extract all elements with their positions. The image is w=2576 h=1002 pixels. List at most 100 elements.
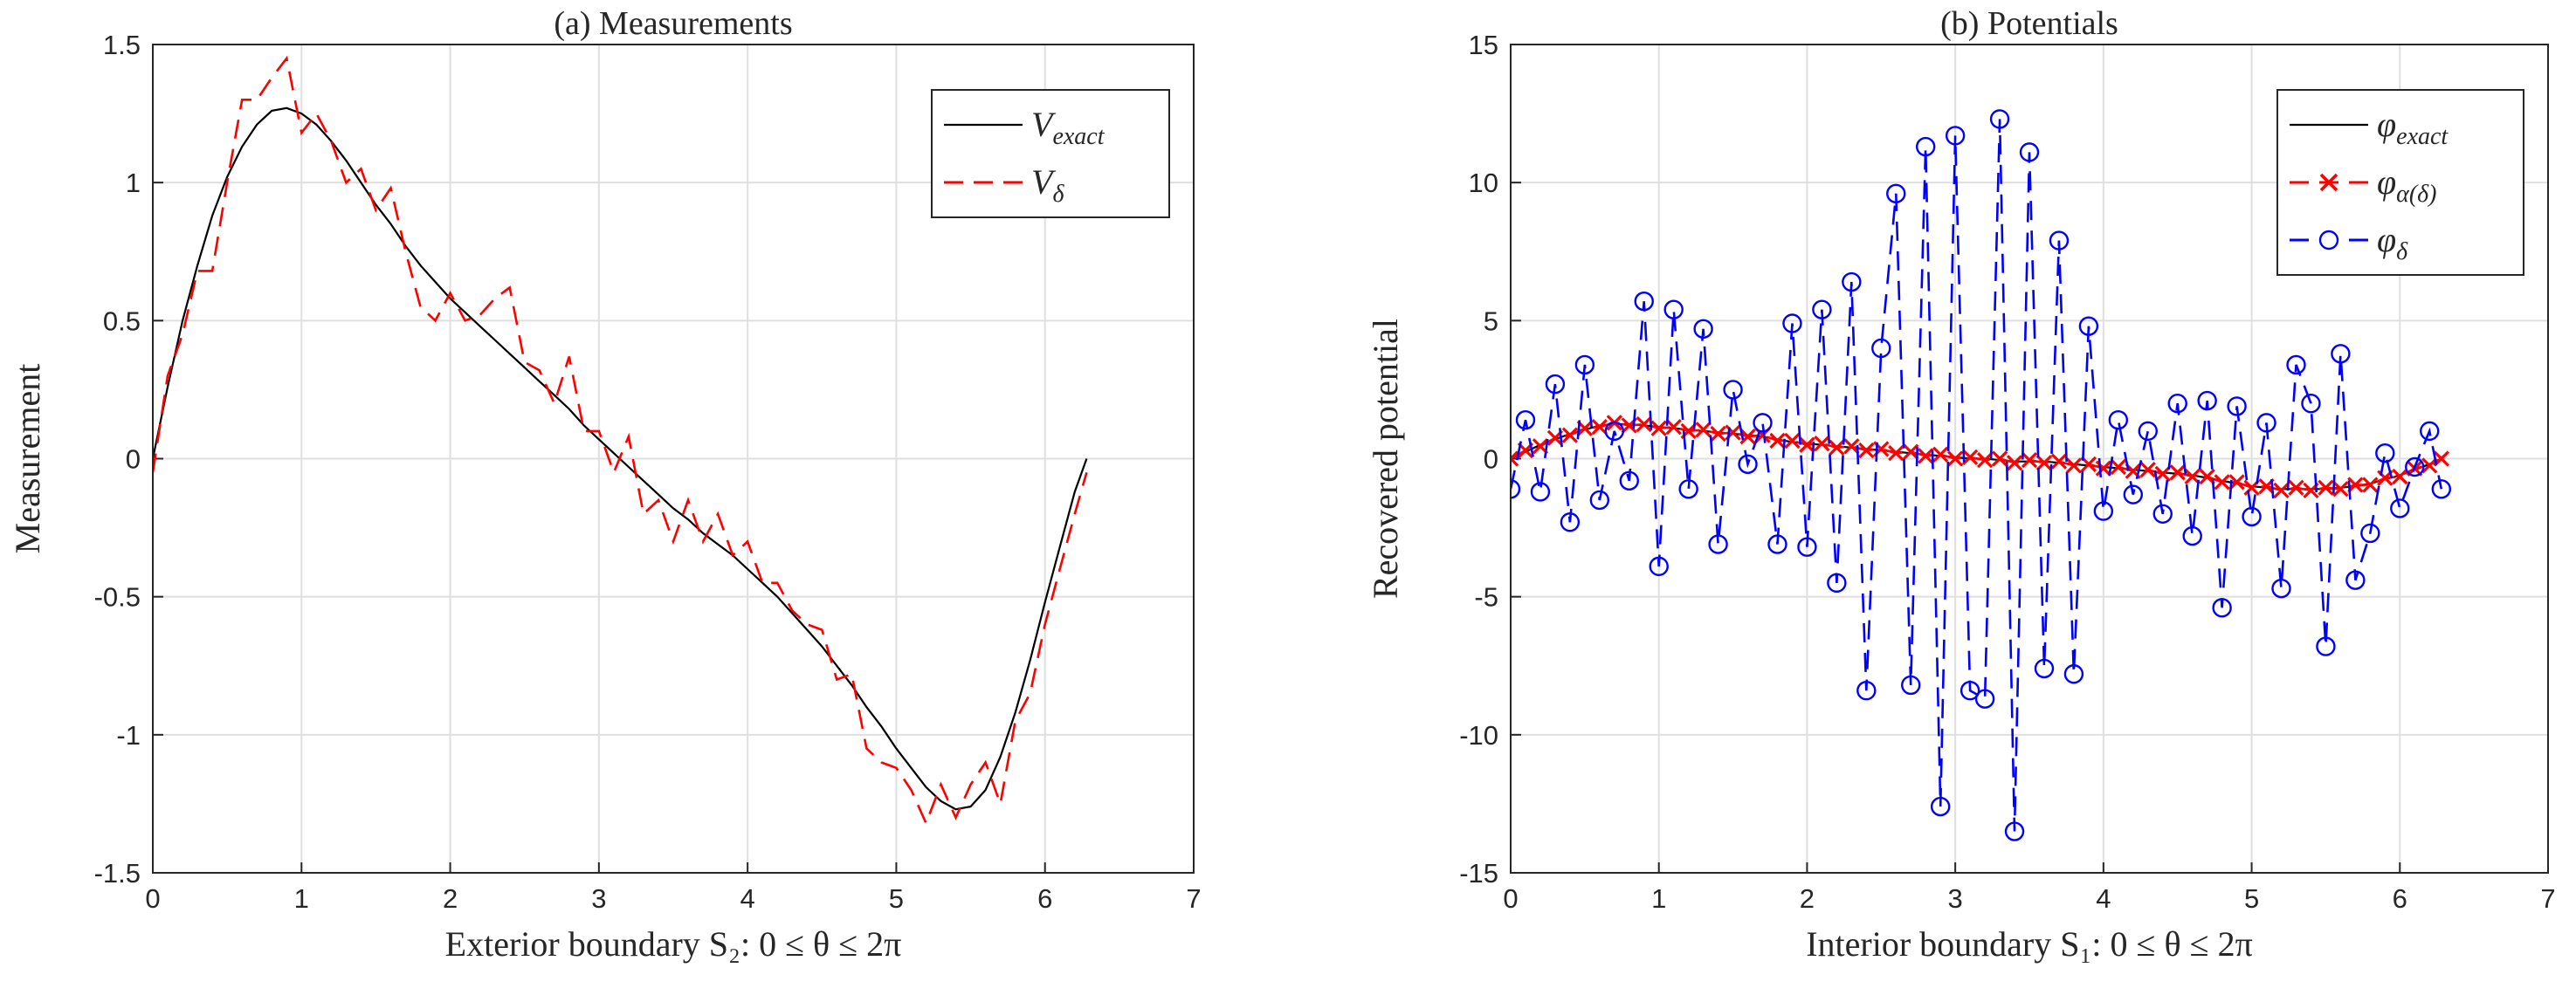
x-tick-label: 6 <box>2393 883 2407 914</box>
marker-x <box>2169 464 2186 481</box>
x-tick-label: 3 <box>1948 883 1963 914</box>
x-tick-label: 0 <box>1503 883 1518 914</box>
marker-circle <box>2182 525 2202 546</box>
y-tick-label: 5 <box>1484 305 1498 336</box>
legend-label: Vexact <box>1031 105 1105 150</box>
marker-x <box>2273 482 2290 499</box>
marker-circle <box>2004 821 2025 841</box>
marker-x <box>1888 445 1904 462</box>
legend-name: φ <box>2377 105 2396 144</box>
marker-x <box>1511 450 1519 467</box>
marker-circle <box>2063 664 2084 684</box>
marker-x <box>2288 479 2304 496</box>
series-line <box>153 106 1088 811</box>
marker-x <box>2362 477 2379 493</box>
legend-name: V <box>1031 105 1057 144</box>
legend-marker <box>2319 173 2338 192</box>
y-tick-label: 1 <box>126 168 141 198</box>
axes-frame <box>152 44 1195 874</box>
x-tick-label: 1 <box>294 883 309 914</box>
marker-circle <box>2286 354 2306 375</box>
marker-x <box>2065 457 2083 474</box>
legend-box <box>2276 89 2524 276</box>
marker-circle <box>1856 681 1877 701</box>
marker-x <box>2139 462 2156 478</box>
y-tick-label: 1.5 <box>103 30 141 60</box>
x-axis-label: Interior boundary S₁: 0 ≤ θ ≤ 2π <box>1806 924 2253 964</box>
marker-circle <box>1708 534 1728 554</box>
marker-x <box>2421 457 2438 474</box>
marker-circle <box>2197 390 2217 411</box>
marker-x <box>1591 418 1608 436</box>
marker-circle <box>1842 271 1862 292</box>
marker-circle <box>2420 421 2440 442</box>
y-tick-label: -1.5 <box>94 858 141 889</box>
series-layer <box>153 55 1088 827</box>
marker-circle <box>1678 479 1698 499</box>
y-tick-label: 0 <box>1484 444 1498 475</box>
x-tick-label: 0 <box>145 883 160 914</box>
marker-x <box>1769 432 1786 450</box>
marker-circle <box>1767 534 1787 554</box>
legend-label: φδ <box>2377 220 2408 265</box>
marker-circle <box>1812 299 1832 319</box>
marker-circle <box>1974 689 1995 709</box>
y-tick-label: 15 <box>1469 30 1498 60</box>
marker-x <box>2214 474 2230 491</box>
legend-marker <box>2318 230 2339 250</box>
x-tick-label: 2 <box>443 883 458 914</box>
x-tick-label: 4 <box>740 883 755 914</box>
marker-circle <box>2360 523 2380 544</box>
marker-x <box>2050 453 2068 470</box>
marker-circle <box>2301 394 2321 414</box>
marker-circle <box>1663 299 1684 319</box>
marker-circle <box>1634 291 1654 312</box>
marker-x <box>1739 429 1756 445</box>
marker-x <box>2392 468 2408 485</box>
marker-circle <box>2431 479 2452 499</box>
x-tick-label: 3 <box>591 883 606 914</box>
marker-circle <box>1530 482 1551 502</box>
marker-x <box>2332 481 2349 498</box>
x-axis-label: Exterior boundary S₂: 0 ≤ θ ≤ 2π <box>445 924 902 964</box>
marker-circle <box>1560 512 1581 532</box>
series-layer <box>1511 109 2452 841</box>
marker-circle <box>2331 344 2351 364</box>
series-line <box>153 55 1088 827</box>
marker-circle <box>2078 316 2099 336</box>
marker-x <box>2318 479 2334 496</box>
y-tick-label: -5 <box>1474 582 1498 613</box>
marker-circle <box>1515 410 1536 430</box>
marker-x <box>2006 455 2023 471</box>
marker-circle <box>2152 504 2173 524</box>
legend-subscript: exact <box>2396 123 2449 150</box>
marker-x <box>1695 422 1712 438</box>
marker-x <box>1665 418 1682 436</box>
marker-x <box>1561 427 1579 443</box>
marker-x <box>2228 474 2245 491</box>
marker-x <box>1814 435 1830 452</box>
marker-circle <box>1619 470 1639 491</box>
marker-x <box>1903 443 1919 460</box>
legend-label: φexact <box>2377 105 2449 150</box>
x-tick-label: 7 <box>2540 883 2555 914</box>
marker-circle <box>1589 490 1610 511</box>
marker-circle <box>2138 421 2158 442</box>
legend-subscript: α(δ) <box>2396 181 2436 208</box>
marker-circle <box>1753 413 1773 433</box>
marker-circle <box>1915 136 1936 157</box>
x-tick-label: 4 <box>2096 883 2111 914</box>
marker-circle <box>2019 142 2040 162</box>
marker-x <box>1947 450 1964 467</box>
marker-circle <box>1901 675 1921 696</box>
marker-circle <box>1930 796 1951 817</box>
y-tick-label: -1 <box>116 720 141 751</box>
marker-circle <box>1604 421 1625 442</box>
marker-x <box>2035 455 2053 471</box>
legend-name: V <box>1031 162 1057 202</box>
x-tick-label: 5 <box>2244 883 2259 914</box>
y-axis-label: Measurement <box>8 364 47 554</box>
marker-x <box>1932 446 1949 463</box>
